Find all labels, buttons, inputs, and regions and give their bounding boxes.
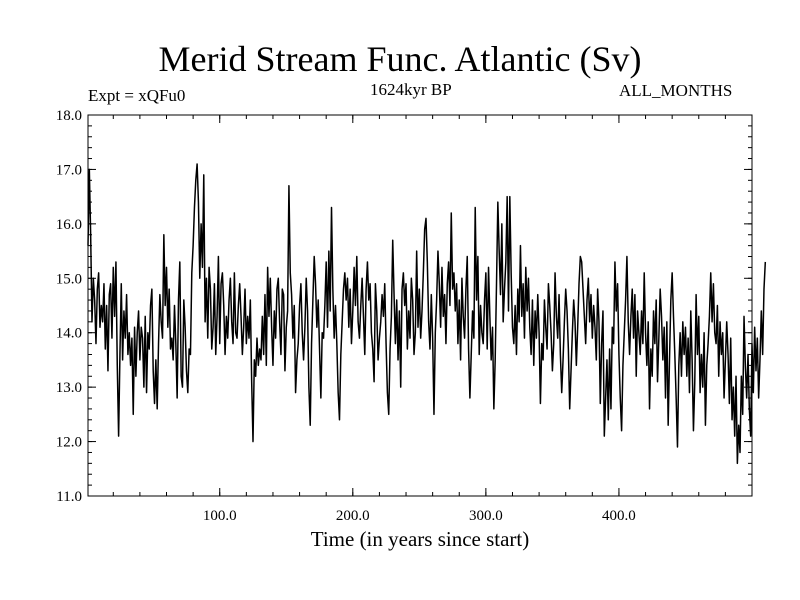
x-tick-label: 200.0 [336, 508, 370, 524]
x-axis-label: Time (in years since start) [310, 527, 530, 551]
y-tick-label: 17.0 [56, 162, 82, 178]
experiment-label: Expt = xQFu0 [88, 86, 186, 105]
y-tick-label: 13.0 [56, 380, 82, 396]
x-tick-label: 400.0 [602, 508, 636, 524]
months-label: ALL_MONTHS [619, 81, 733, 100]
y-tick-label: 14.0 [56, 326, 82, 342]
series-line [87, 163, 767, 465]
y-tick-label: 18.0 [56, 108, 82, 124]
y-tick-label: 16.0 [56, 217, 82, 233]
x-tick-label: 100.0 [203, 508, 237, 524]
period-label: 1624kyr BP [370, 80, 452, 99]
chart-title: Merid Stream Func. Atlantic (Sv) [158, 39, 642, 79]
plot-frame [87, 114, 753, 497]
y-tick-label: 15.0 [56, 271, 82, 287]
y-tick-label: 11.0 [56, 489, 82, 505]
x-tick-label: 300.0 [469, 508, 503, 524]
y-tick-label: 12.0 [56, 435, 82, 451]
